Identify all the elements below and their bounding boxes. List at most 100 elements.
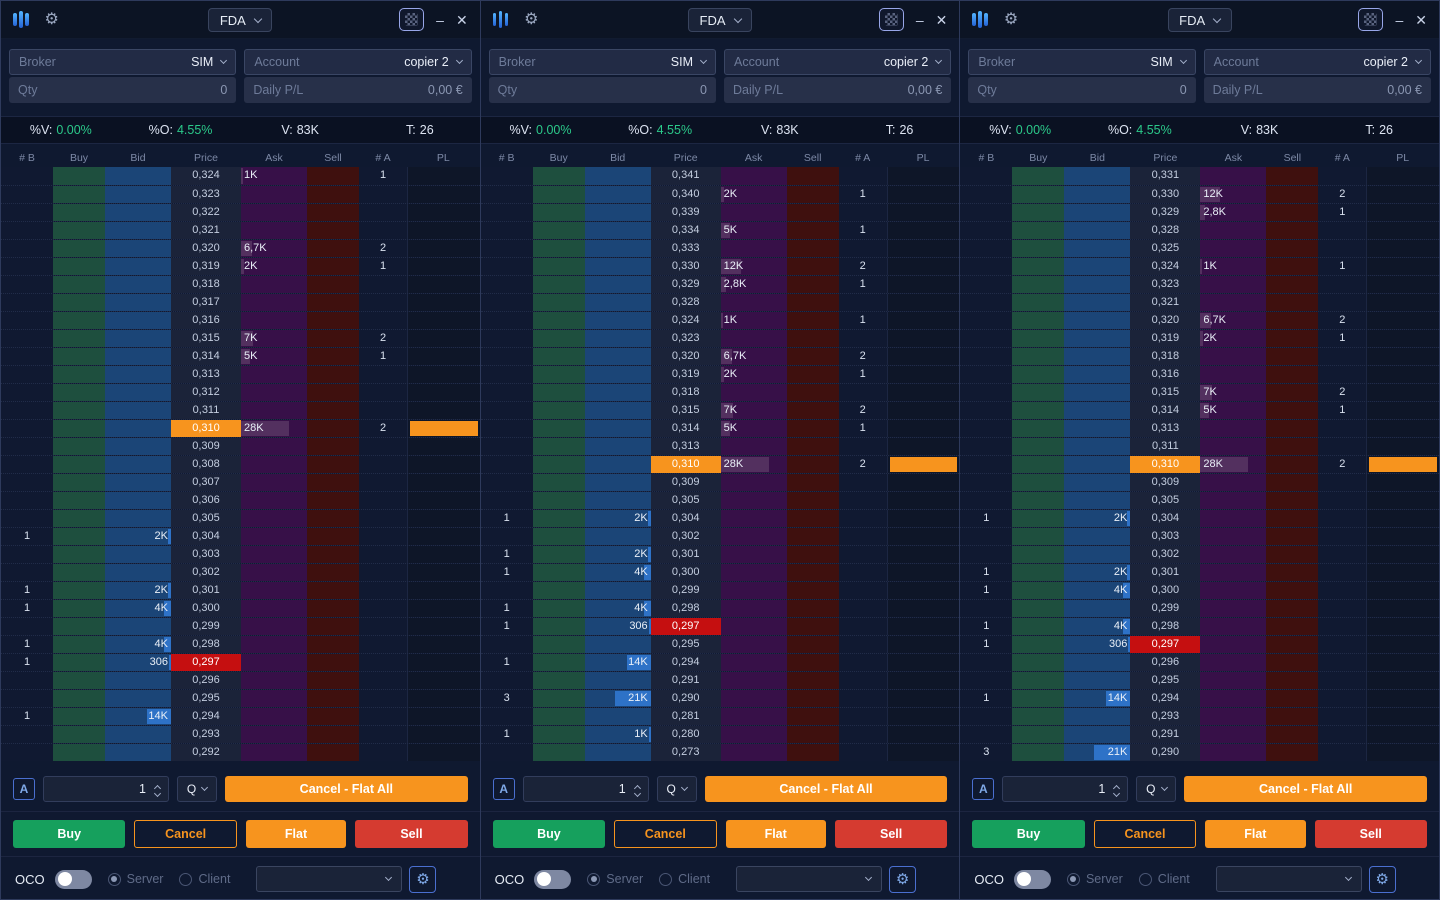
sell-cell[interactable] xyxy=(1266,348,1319,365)
ask-volume-cell[interactable] xyxy=(1200,726,1267,743)
quantity-preset-dropdown[interactable]: Q xyxy=(1136,776,1177,802)
quantity-stepper[interactable]: 1 xyxy=(43,776,169,802)
stepper-arrows[interactable] xyxy=(1113,783,1121,797)
buy-cell[interactable] xyxy=(53,654,105,671)
sell-cell[interactable] xyxy=(786,420,839,437)
buy-cell[interactable] xyxy=(1012,474,1065,491)
ask-volume-cell[interactable] xyxy=(1200,546,1267,563)
buy-cell[interactable] xyxy=(1012,240,1065,257)
ask-volume-cell[interactable] xyxy=(1200,222,1267,239)
buy-cell[interactable] xyxy=(532,708,585,725)
ask-volume-cell[interactable] xyxy=(720,690,787,707)
sell-cell[interactable] xyxy=(1266,582,1319,599)
sell-cell[interactable] xyxy=(786,438,839,455)
bid-volume-cell[interactable] xyxy=(1064,402,1131,419)
ask-volume-cell[interactable] xyxy=(241,636,307,653)
ask-volume-cell[interactable] xyxy=(1200,582,1267,599)
buy-cell[interactable] xyxy=(532,276,585,293)
bid-volume-cell[interactable] xyxy=(1064,456,1131,473)
bid-volume-cell[interactable] xyxy=(1064,528,1131,545)
oco-toggle[interactable] xyxy=(1013,869,1051,889)
bid-volume-cell[interactable]: 306 xyxy=(105,654,171,671)
sell-cell[interactable] xyxy=(307,240,359,257)
bid-volume-cell[interactable] xyxy=(105,726,171,743)
buy-cell[interactable] xyxy=(53,528,105,545)
buy-cell[interactable] xyxy=(53,618,105,635)
buy-button[interactable]: Buy xyxy=(972,820,1085,848)
sell-cell[interactable] xyxy=(307,654,359,671)
ask-volume-cell[interactable] xyxy=(720,167,787,185)
buy-cell[interactable] xyxy=(1012,276,1065,293)
ask-volume-cell[interactable] xyxy=(720,654,787,671)
ask-volume-cell[interactable] xyxy=(241,528,307,545)
buy-cell[interactable] xyxy=(532,366,585,383)
sell-cell[interactable] xyxy=(307,348,359,365)
bid-volume-cell[interactable] xyxy=(584,384,651,401)
ask-volume-cell[interactable] xyxy=(720,564,787,581)
auto-button[interactable]: A xyxy=(492,778,515,800)
ask-volume-cell[interactable]: 7K xyxy=(720,402,787,419)
oco-settings-button[interactable]: ⚙ xyxy=(889,865,917,893)
ask-volume-cell[interactable] xyxy=(241,222,307,239)
ask-volume-cell[interactable] xyxy=(241,492,307,509)
sell-cell[interactable] xyxy=(1266,708,1319,725)
sell-cell[interactable] xyxy=(1266,636,1319,653)
ask-volume-cell[interactable] xyxy=(720,438,787,455)
ask-volume-cell[interactable] xyxy=(241,312,307,329)
bid-volume-cell[interactable]: 4K xyxy=(584,564,651,581)
bid-volume-cell[interactable]: 21K xyxy=(1064,744,1131,761)
buy-cell[interactable] xyxy=(53,312,105,329)
broker-select[interactable]: Broker SIM xyxy=(968,49,1196,75)
buy-cell[interactable] xyxy=(53,510,105,527)
buy-cell[interactable] xyxy=(532,186,585,203)
buy-cell[interactable] xyxy=(532,582,585,599)
server-radio[interactable]: Server xyxy=(587,872,643,886)
ask-volume-cell[interactable]: 6,7K xyxy=(241,240,307,257)
bid-volume-cell[interactable]: 2K xyxy=(1064,510,1131,527)
bid-volume-cell[interactable] xyxy=(1064,222,1131,239)
sell-cell[interactable] xyxy=(307,510,359,527)
buy-cell[interactable] xyxy=(532,167,585,185)
buy-cell[interactable] xyxy=(532,240,585,257)
symbol-dropdown[interactable]: FDA xyxy=(1167,8,1232,32)
buy-cell[interactable] xyxy=(53,546,105,563)
buy-cell[interactable] xyxy=(1012,636,1065,653)
buy-cell[interactable] xyxy=(532,330,585,347)
sell-cell[interactable] xyxy=(1266,654,1319,671)
bid-volume-cell[interactable] xyxy=(584,438,651,455)
sell-cell[interactable] xyxy=(307,384,359,401)
bid-volume-cell[interactable] xyxy=(105,384,171,401)
buy-cell[interactable] xyxy=(1012,564,1065,581)
ask-volume-cell[interactable] xyxy=(241,384,307,401)
sell-cell[interactable] xyxy=(786,384,839,401)
cancel-button[interactable]: Cancel xyxy=(1093,820,1197,848)
buy-cell[interactable] xyxy=(53,744,105,761)
sell-cell[interactable] xyxy=(786,636,839,653)
cancel-flat-all-button[interactable]: Cancel - Flat All xyxy=(704,776,948,802)
sell-cell[interactable] xyxy=(1266,474,1319,491)
bid-volume-cell[interactable] xyxy=(105,330,171,347)
buy-cell[interactable] xyxy=(532,744,585,761)
ask-volume-cell[interactable] xyxy=(720,330,787,347)
buy-cell[interactable] xyxy=(53,474,105,491)
buy-cell[interactable] xyxy=(1012,330,1065,347)
sell-cell[interactable] xyxy=(1266,726,1319,743)
buy-cell[interactable] xyxy=(532,384,585,401)
bid-volume-cell[interactable] xyxy=(1064,312,1131,329)
bid-volume-cell[interactable] xyxy=(105,258,171,275)
settings-gear-icon[interactable]: ⚙ xyxy=(44,10,59,28)
bid-volume-cell[interactable] xyxy=(1064,726,1131,743)
sell-cell[interactable] xyxy=(307,312,359,329)
ask-volume-cell[interactable] xyxy=(720,204,787,221)
ask-volume-cell[interactable] xyxy=(1200,492,1267,509)
sell-cell[interactable] xyxy=(786,186,839,203)
sell-cell[interactable] xyxy=(1266,492,1319,509)
sell-cell[interactable] xyxy=(1266,167,1319,185)
ask-volume-cell[interactable] xyxy=(1200,474,1267,491)
bid-volume-cell[interactable] xyxy=(1064,600,1131,617)
bid-volume-cell[interactable] xyxy=(1064,672,1131,689)
ask-volume-cell[interactable] xyxy=(241,366,307,383)
buy-button[interactable]: Buy xyxy=(13,820,126,848)
ask-volume-cell[interactable] xyxy=(720,528,787,545)
bid-volume-cell[interactable]: 2K xyxy=(584,546,651,563)
